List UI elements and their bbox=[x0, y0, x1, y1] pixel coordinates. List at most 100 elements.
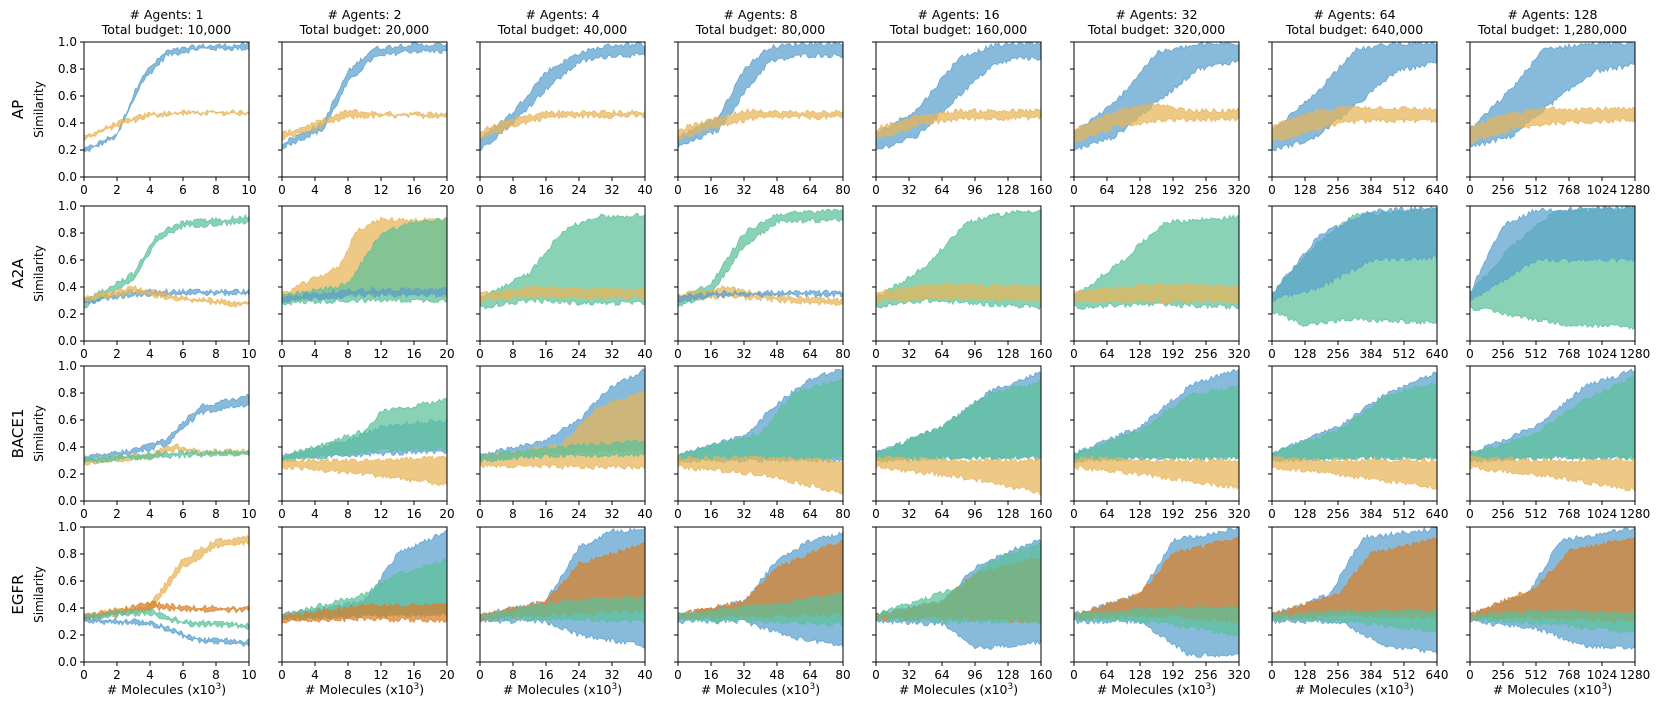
x-tick-label: 128 bbox=[1129, 347, 1152, 361]
x-tick-label: 0 bbox=[1070, 507, 1078, 521]
series-band-orange bbox=[84, 534, 249, 622]
x-tick-label: 0 bbox=[674, 183, 682, 197]
x-tick-label: 128 bbox=[1294, 347, 1317, 361]
column-title-budget: Total budget: 80,000 bbox=[695, 22, 825, 37]
y-tick-label: 0.8 bbox=[58, 547, 77, 561]
x-tick-label: 0 bbox=[1268, 668, 1276, 682]
x-tick-label: 512 bbox=[1525, 668, 1548, 682]
column-title-budget: Total budget: 1,280,000 bbox=[1477, 22, 1627, 37]
x-tick-label: 64 bbox=[934, 507, 949, 521]
series-band-blue bbox=[84, 616, 249, 648]
x-tick-label: 8 bbox=[212, 183, 220, 197]
x-tick-label: 256 bbox=[1492, 347, 1515, 361]
series-band-green bbox=[282, 217, 447, 306]
x-tick-label: 16 bbox=[406, 347, 421, 361]
panel-a2a-3: 0 8 16 24 32 40 bbox=[476, 205, 653, 361]
series-band-orange bbox=[1470, 105, 1635, 145]
x-tick-label: 640 bbox=[1426, 668, 1449, 682]
panel-a2a-4: 0 16 32 48 64 80 bbox=[674, 205, 851, 361]
x-tick-label: 16 bbox=[703, 507, 718, 521]
x-axis-label-close: ) bbox=[1409, 682, 1414, 697]
series-band-orange bbox=[1272, 104, 1437, 143]
series-band-green bbox=[678, 592, 843, 627]
y-tick-label: 0.8 bbox=[58, 226, 77, 240]
x-tick-label: 0 bbox=[872, 347, 880, 361]
x-tick-label: 20 bbox=[439, 183, 454, 197]
column-title-agents: # Agents: 64 bbox=[1313, 7, 1395, 22]
x-tick-label: 24 bbox=[571, 347, 586, 361]
plot-frame bbox=[875, 365, 1042, 502]
x-axis-label-close: ) bbox=[1013, 682, 1018, 697]
plot-frame bbox=[479, 205, 646, 342]
series-band-orange bbox=[1470, 455, 1635, 493]
column-title-budget: Total budget: 20,000 bbox=[299, 22, 429, 37]
plot-frame bbox=[677, 526, 844, 663]
column-title-agents: # Agents: 16 bbox=[917, 7, 999, 22]
x-tick-label: 12 bbox=[373, 347, 388, 361]
x-tick-label: 0 bbox=[1466, 668, 1474, 682]
series-band-orange bbox=[876, 107, 1041, 139]
series-band-green bbox=[480, 213, 645, 310]
x-tick-label: 1024 bbox=[1587, 668, 1618, 682]
y-tick-label: 0.2 bbox=[58, 628, 77, 642]
x-tick-label: 512 bbox=[1393, 183, 1416, 197]
x-tick-label: 0 bbox=[278, 183, 286, 197]
x-tick-label: 128 bbox=[1129, 668, 1152, 682]
x-axis-label-close: ) bbox=[1607, 682, 1612, 697]
x-tick-label: 4 bbox=[311, 668, 319, 682]
x-tick-label: 512 bbox=[1393, 668, 1416, 682]
x-tick-label: 384 bbox=[1360, 183, 1383, 197]
series-band-green bbox=[84, 607, 249, 630]
x-tick-label: 320 bbox=[1228, 347, 1251, 361]
x-tick-label: 128 bbox=[1294, 507, 1317, 521]
x-tick-label: 768 bbox=[1558, 347, 1581, 361]
x-axis-label-text: # Molecules (x10 bbox=[1097, 682, 1206, 697]
x-tick-label: 16 bbox=[406, 507, 421, 521]
x-tick-label: 80 bbox=[835, 507, 850, 521]
x-axis-label: # Molecules (x103) bbox=[107, 682, 226, 697]
plot-frame bbox=[83, 526, 250, 663]
panel-a2a-1: 0.0 0.2 0.4 0.6 0.8 1.0 0 2 4 6 8 10 bbox=[58, 199, 257, 361]
x-tick-label: 2 bbox=[113, 347, 121, 361]
y-tick-label: 1.0 bbox=[58, 520, 77, 534]
x-tick-label: 256 bbox=[1195, 507, 1218, 521]
y-tick-label: 0.0 bbox=[58, 334, 77, 348]
panel-ap-3: 0 8 16 24 32 40 bbox=[476, 41, 653, 197]
column-title-agents: # Agents: 128 bbox=[1507, 7, 1597, 22]
x-tick-label: 8 bbox=[212, 507, 220, 521]
x-tick-label: 0 bbox=[1466, 507, 1474, 521]
y-tick-label: 0.0 bbox=[58, 655, 77, 669]
plot-frame bbox=[281, 41, 448, 178]
x-axis-label-text: # Molecules (x10 bbox=[701, 682, 810, 697]
plot-frame bbox=[1271, 526, 1438, 663]
x-tick-label: 0 bbox=[80, 183, 88, 197]
panel-bace1-7: 0 128 256 384 512 640 bbox=[1268, 365, 1448, 521]
panel-ap-4: 0 16 32 48 64 80 bbox=[674, 41, 851, 197]
x-tick-label: 6 bbox=[179, 507, 187, 521]
plot-frame bbox=[479, 41, 646, 178]
y-tick-label: 0.4 bbox=[58, 601, 77, 615]
x-tick-label: 80 bbox=[835, 347, 850, 361]
series-band-orange bbox=[876, 455, 1041, 496]
plot-frame bbox=[1073, 41, 1240, 178]
x-tick-label: 32 bbox=[901, 668, 916, 682]
x-tick-label: 320 bbox=[1228, 668, 1251, 682]
x-tick-label: 160 bbox=[1030, 183, 1053, 197]
panel-ap-7: 0 128 256 384 512 640 bbox=[1268, 41, 1448, 197]
x-tick-label: 0 bbox=[872, 183, 880, 197]
x-tick-label: 1280 bbox=[1620, 183, 1651, 197]
x-tick-label: 2 bbox=[113, 668, 121, 682]
x-tick-label: 4 bbox=[146, 507, 154, 521]
series-band-orange bbox=[1074, 101, 1239, 144]
y-tick-label: 0.2 bbox=[58, 143, 77, 157]
x-tick-label: 0 bbox=[872, 507, 880, 521]
x-tick-label: 512 bbox=[1525, 347, 1548, 361]
x-tick-label: 256 bbox=[1327, 347, 1350, 361]
x-tick-label: 0 bbox=[1268, 507, 1276, 521]
series-band-green bbox=[84, 213, 249, 309]
x-tick-label: 20 bbox=[439, 347, 454, 361]
x-tick-label: 8 bbox=[509, 347, 517, 361]
plot-frame bbox=[1073, 365, 1240, 502]
x-axis-label-exponent: 3 bbox=[1206, 682, 1212, 692]
series-band-orange bbox=[1272, 455, 1437, 490]
